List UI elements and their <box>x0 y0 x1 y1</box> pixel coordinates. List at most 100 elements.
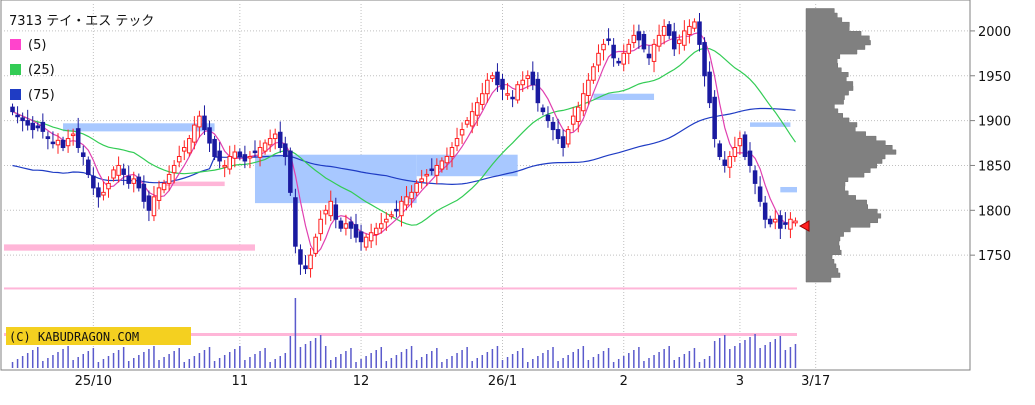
candle-body <box>459 129 465 136</box>
candle-body <box>222 164 227 168</box>
x-axis: 25/10 11 12 26/1 2 3 3/17 <box>75 374 831 389</box>
volume-bar <box>779 336 782 368</box>
volume-bar <box>567 355 569 368</box>
candle-body <box>171 164 177 174</box>
candle-body <box>101 191 106 196</box>
volume-bar <box>724 335 726 368</box>
volume-bar <box>254 354 256 368</box>
candle-body <box>65 138 71 147</box>
volume-bar <box>441 362 443 368</box>
candle-body <box>86 159 91 175</box>
candle-body <box>576 106 581 123</box>
candle-body <box>96 187 101 198</box>
volume-bar <box>471 361 473 368</box>
candle-body <box>116 164 121 176</box>
candle-body <box>45 136 51 140</box>
candle-body <box>277 131 283 149</box>
volume-bar <box>249 357 251 368</box>
candle-body <box>182 147 187 152</box>
volume-bar <box>678 357 681 368</box>
candle-body <box>778 215 783 229</box>
candle-body <box>106 182 111 190</box>
candle-body <box>565 129 571 145</box>
volume-bar <box>102 359 105 368</box>
volume-bar <box>607 348 610 368</box>
candle-body <box>727 155 733 168</box>
candle-body <box>121 168 126 175</box>
volume-bar <box>239 346 241 368</box>
volume-bar <box>491 349 494 368</box>
candle-body <box>176 155 182 163</box>
candle-body <box>257 147 263 158</box>
candle-body <box>288 150 293 193</box>
x-tick-label: 26/1 <box>488 374 517 389</box>
candle-body <box>379 223 384 229</box>
ma75-line <box>12 107 796 186</box>
price-zone <box>164 181 225 187</box>
candle-body <box>762 202 768 220</box>
candle-body <box>232 151 238 159</box>
volume-bar <box>52 355 54 368</box>
legend-label-ma25: (25) <box>28 63 55 78</box>
candle-body <box>166 173 172 184</box>
candle-body <box>146 195 152 211</box>
volume-bar <box>718 338 721 368</box>
volume-bar <box>138 355 140 368</box>
volume-bar <box>784 350 787 368</box>
candle-body <box>535 78 541 104</box>
volume-bar <box>335 357 337 368</box>
volume-bar <box>420 357 423 368</box>
candle-body <box>389 214 394 217</box>
candle-body <box>414 182 419 193</box>
candle-body <box>20 117 25 122</box>
candle-body <box>30 122 35 131</box>
candle-body <box>454 138 460 147</box>
candle-body <box>399 200 404 217</box>
y-tick-label: 1800 <box>978 204 1011 219</box>
volume-bar <box>37 347 39 368</box>
volume-bar <box>208 347 211 368</box>
volume-bar <box>324 346 327 368</box>
volume-bar <box>244 360 246 368</box>
candle-body <box>464 120 470 125</box>
volume-bar <box>42 361 44 368</box>
volume-bar <box>769 342 771 368</box>
price-zone <box>593 93 655 100</box>
volume-bar <box>163 357 165 368</box>
volume-bar <box>319 335 322 368</box>
candle-body <box>611 44 616 59</box>
candle-body <box>55 139 61 146</box>
volume-bar <box>168 354 170 368</box>
price-zone <box>63 123 215 132</box>
volume-bar <box>511 354 514 368</box>
volume-bar <box>668 346 670 368</box>
candle-body <box>409 191 414 200</box>
candle-body <box>485 79 490 95</box>
volume-bar <box>663 349 665 368</box>
candle-body <box>60 139 66 149</box>
volume-bar <box>82 354 84 368</box>
volume-bar <box>390 358 393 368</box>
candle-body <box>687 25 692 35</box>
candle-body <box>596 52 601 66</box>
volume-bar <box>223 355 226 368</box>
volume-bar <box>355 362 357 368</box>
volume-bar <box>643 361 645 368</box>
candle-body <box>591 66 596 81</box>
legend-label-ma75: (75) <box>28 88 55 103</box>
ma25-line <box>12 47 796 226</box>
volume-bar <box>279 356 281 368</box>
volume-bar <box>375 350 377 368</box>
volume-bar <box>153 346 155 368</box>
volume-bar <box>415 360 418 368</box>
x-tick-label: 11 <box>232 374 249 389</box>
volume-bar <box>289 336 292 368</box>
legend-swatch-ma75 <box>10 89 21 100</box>
candle-body <box>338 220 344 229</box>
candle-body <box>267 138 273 146</box>
candle-body <box>646 53 652 59</box>
volume-bar <box>527 362 529 368</box>
candle-body <box>434 164 440 176</box>
candle-body <box>126 175 131 184</box>
candle-body <box>242 154 248 162</box>
